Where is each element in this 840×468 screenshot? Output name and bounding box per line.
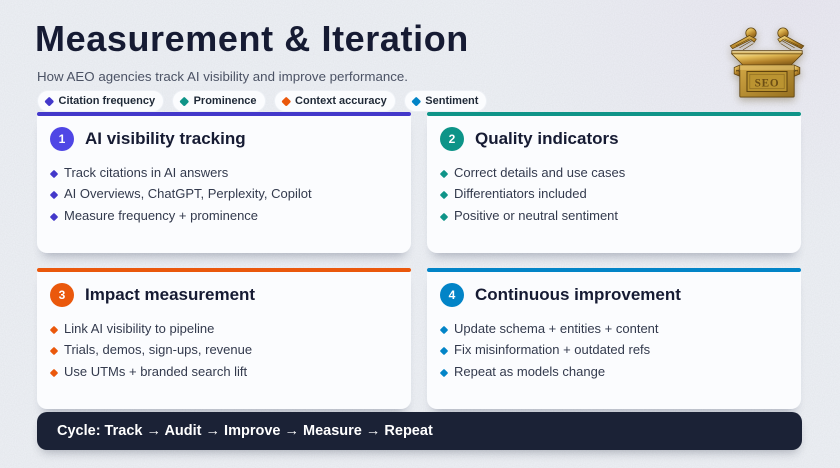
svg-text:SEO: SEO	[755, 77, 780, 89]
